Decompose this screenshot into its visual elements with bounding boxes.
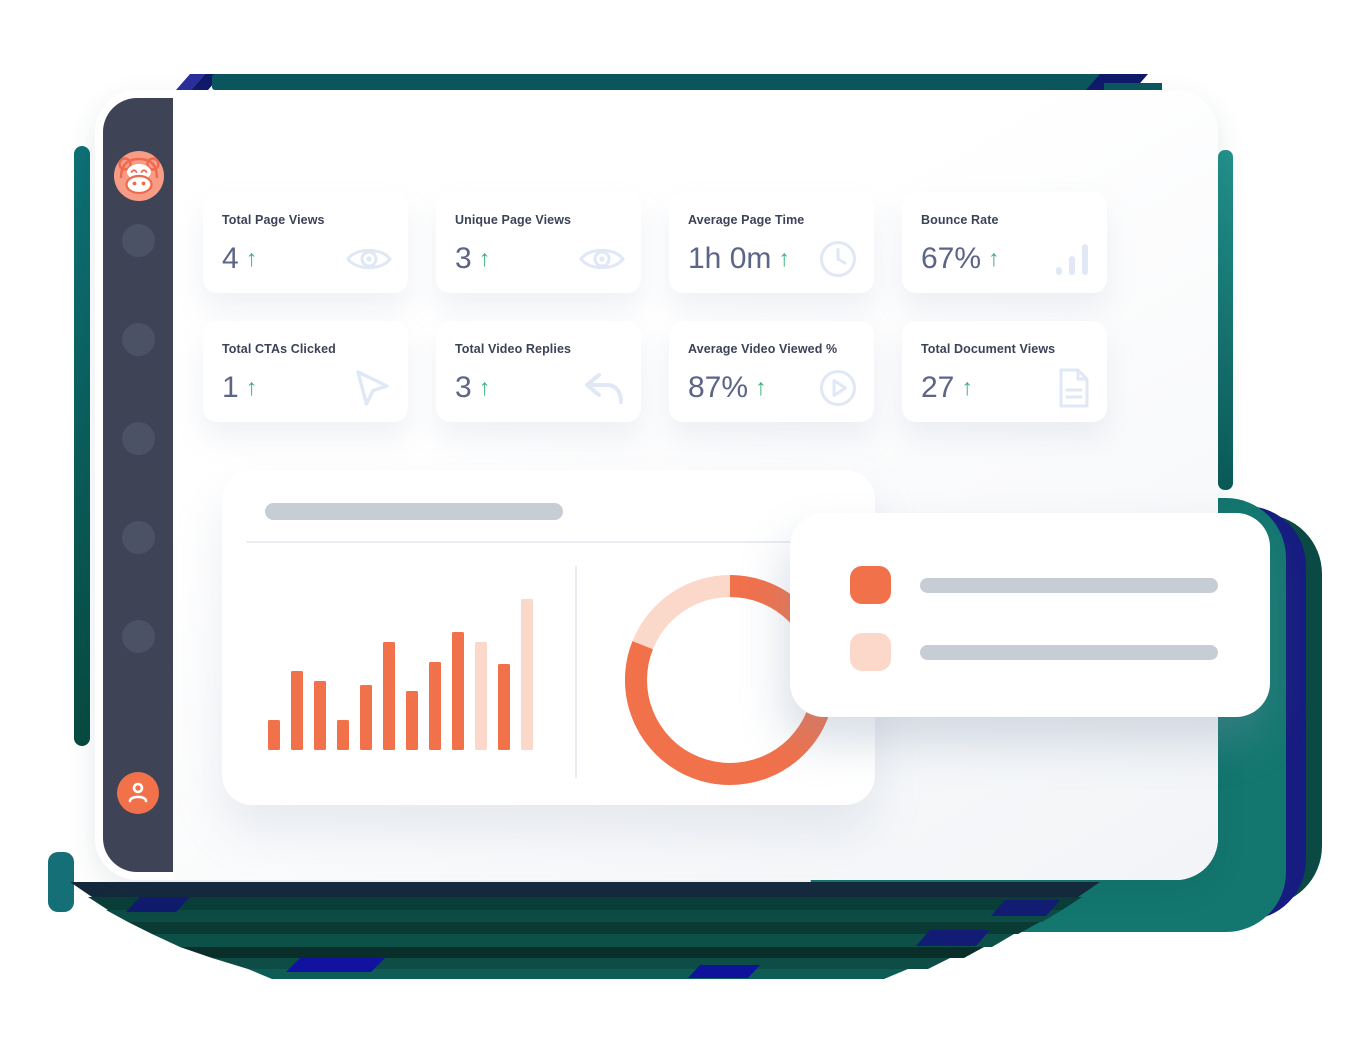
person-icon <box>128 782 148 803</box>
cursor-icon <box>350 367 392 409</box>
sidebar <box>103 98 173 872</box>
stat-card: Unique Page Views 3 ↑ <box>436 192 641 293</box>
play-icon <box>818 368 858 408</box>
clock-icon <box>818 239 858 279</box>
stat-value: 1h 0m <box>688 241 772 275</box>
bar <box>452 632 464 750</box>
bar-chart-icon <box>1053 241 1091 277</box>
legend-swatch-secondary <box>850 633 891 671</box>
stats-grid: Total Page Views 4 ↑ Unique Page Views 3… <box>203 192 1107 422</box>
bar <box>268 720 280 750</box>
app-logo[interactable] <box>114 151 164 201</box>
stat-card: Total Page Views 4 ↑ <box>203 192 408 293</box>
bar <box>406 691 418 750</box>
stat-value: 27 <box>921 370 955 404</box>
eye-icon <box>346 243 392 275</box>
sidebar-nav-dot[interactable] <box>122 422 155 455</box>
trend-up-icon: ↑ <box>778 245 790 271</box>
stat-value: 1 <box>222 370 239 404</box>
legend-item <box>850 566 1218 604</box>
stat-value: 3 <box>455 370 472 404</box>
stat-label: Total Video Replies <box>455 342 572 356</box>
stat-card: Average Video Viewed % 87% ↑ <box>669 321 874 422</box>
trend-up-icon: ↑ <box>478 374 491 400</box>
sidebar-nav-dot[interactable] <box>122 521 155 554</box>
stat-label: Total Page Views <box>222 213 325 227</box>
app-window: Total Page Views 4 ↑ Unique Page Views 3… <box>95 90 1218 880</box>
sidebar-nav-dot[interactable] <box>122 224 155 257</box>
bar-chart <box>268 599 533 750</box>
legend-label-placeholder <box>920 644 1218 660</box>
chart-card <box>222 470 875 805</box>
stat-card: Average Page Time 1h 0m ↑ <box>669 192 874 293</box>
bar <box>337 720 349 750</box>
stat-value: 3 <box>455 241 472 275</box>
chart-section-divider <box>575 566 577 778</box>
chart-title-placeholder <box>265 503 563 520</box>
bar <box>314 681 326 750</box>
trend-up-icon: ↑ <box>755 374 767 400</box>
legend-card <box>790 513 1270 717</box>
stat-value: 87% <box>688 370 749 404</box>
bar <box>521 599 533 750</box>
stat-card: Bounce Rate 67% ↑ <box>902 192 1107 293</box>
stat-card: Total CTAs Clicked 1 ↑ <box>203 321 408 422</box>
stat-value: 67% <box>921 241 982 275</box>
stat-label: Total Document Views <box>921 342 1056 356</box>
sidebar-nav-dot[interactable] <box>122 323 155 356</box>
stat-card: Total Video Replies 3 ↑ <box>436 321 641 422</box>
document-icon <box>1057 368 1091 408</box>
bar <box>498 664 510 750</box>
stat-label: Average Video Viewed % <box>688 342 838 356</box>
stat-label: Total CTAs Clicked <box>222 342 336 356</box>
stat-label: Average Page Time <box>688 213 805 227</box>
legend-label-placeholder <box>920 577 1218 593</box>
eye-icon <box>579 243 625 275</box>
legend-swatch-primary <box>850 566 891 604</box>
stat-label: Bounce Rate <box>921 213 999 227</box>
bar <box>429 662 441 750</box>
bar <box>291 671 303 750</box>
user-avatar[interactable] <box>117 772 159 814</box>
trend-up-icon: ↑ <box>478 245 491 271</box>
hippo-mascot-icon <box>114 151 164 201</box>
legend-item <box>850 633 1218 671</box>
reply-icon <box>581 371 625 405</box>
chart-divider <box>246 541 853 543</box>
trend-up-icon: ↑ <box>245 245 258 271</box>
trend-up-icon: ↑ <box>961 374 973 400</box>
trend-up-icon: ↑ <box>988 245 1000 271</box>
trend-up-icon: ↑ <box>245 374 258 400</box>
stat-card: Total Document Views 27 ↑ <box>902 321 1107 422</box>
bar <box>475 642 487 750</box>
stat-value: 4 <box>222 241 239 275</box>
bar <box>383 642 395 750</box>
sidebar-nav-dot[interactable] <box>122 620 155 653</box>
bar <box>360 685 372 750</box>
stat-label: Unique Page Views <box>455 213 572 227</box>
